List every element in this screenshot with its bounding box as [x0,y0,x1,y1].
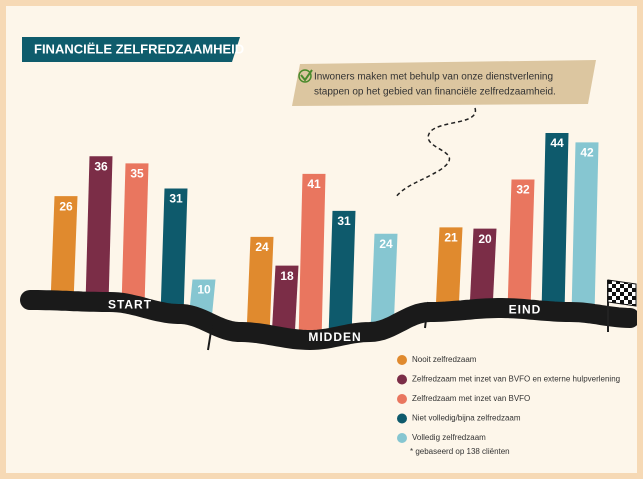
annotation: stappen op het gebied van financiële zel… [314,87,556,98]
annotation: Inwoners maken met behulp van onze diens… [314,72,553,83]
value-label: 41 [307,177,321,191]
frame: FINANCIËLE ZELFREDZAAMHEID Inwoners make… [6,6,640,473]
bar [271,265,299,340]
dashed-path [394,107,476,199]
category-label: START [108,297,152,311]
value-label: 32 [516,183,530,197]
road [20,290,640,351]
chart: FINANCIËLE ZELFREDZAAMHEID Inwoners make… [20,37,640,456]
bar [541,133,569,314]
legend-swatch [397,413,407,424]
bar [160,188,188,316]
legend-label: Volledig zelfredzaam [412,433,486,442]
bar [298,173,326,342]
bar [469,228,497,311]
footnote: * gebaseerd op 138 cliënten [410,447,510,456]
value-label: 26 [59,199,73,213]
value-label: 31 [337,214,351,228]
value-label: 20 [478,232,492,246]
bar [370,233,398,333]
check-icon [298,69,312,83]
legend-label: Zelfredzaam met inzet van BVFO en extern… [412,375,620,384]
callout [292,60,596,106]
check-mark [300,69,313,82]
legend-label: Zelfredzaam met inzet van BVFO [412,394,530,403]
legend-label: Niet volledig/bijna zelfredzaam [412,414,521,423]
title-banner [22,37,240,62]
bar [507,179,535,311]
road-divider [207,324,213,351]
value-label: 18 [280,269,294,283]
bar [246,236,274,336]
value-label: 10 [197,283,211,297]
value-label: 24 [255,240,269,254]
value-label: 21 [444,231,458,245]
road-divider [424,301,429,329]
legend-swatch [397,355,407,365]
value-label: 42 [580,146,594,160]
category-label: EIND [509,302,542,316]
value-label: 36 [94,159,108,173]
bar [121,163,149,307]
bar [328,210,356,338]
value-label: 44 [550,136,564,150]
bar [85,156,113,304]
value-label: 31 [169,192,183,206]
legend-swatch [397,374,407,385]
legend-swatch [397,433,407,443]
legend-swatch [397,394,407,404]
bar [571,142,599,315]
finish-flag [607,279,637,307]
chart-title: FINANCIËLE ZELFREDZAAMHEID [34,41,244,56]
legend-label: Nooit zelfredzaam [412,355,477,364]
value-label: 24 [379,237,393,251]
bar [50,196,78,303]
category-label: MIDDEN [308,330,361,344]
bar [435,227,463,314]
value-label: 35 [130,167,144,181]
